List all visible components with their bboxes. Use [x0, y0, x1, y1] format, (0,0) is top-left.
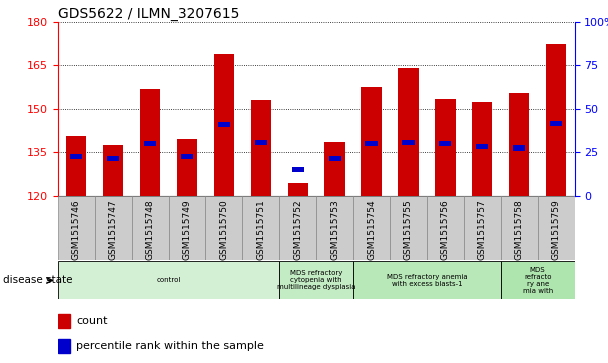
Bar [140, 89, 160, 196]
Text: GSM1515754: GSM1515754 [367, 199, 376, 260]
Bar [131, 196, 168, 260]
Text: GSM1515758: GSM1515758 [515, 199, 523, 260]
Bar [288, 183, 308, 196]
Bar [509, 93, 530, 196]
Bar [66, 136, 86, 196]
Bar [439, 141, 452, 146]
Text: GSM1515750: GSM1515750 [219, 199, 229, 260]
Bar [472, 102, 492, 196]
Text: MDS refractory anemia
with excess blasts-1: MDS refractory anemia with excess blasts… [387, 274, 467, 287]
Bar [181, 154, 193, 159]
Bar [70, 154, 82, 159]
Bar [58, 339, 70, 353]
Bar [361, 87, 382, 196]
Bar [95, 196, 131, 260]
Bar [279, 261, 353, 299]
Bar [365, 141, 378, 146]
Bar [206, 196, 243, 260]
Text: GSM1515757: GSM1515757 [478, 199, 487, 260]
Text: GSM1515746: GSM1515746 [72, 199, 81, 260]
Text: GSM1515755: GSM1515755 [404, 199, 413, 260]
Bar [292, 167, 304, 172]
Bar [501, 261, 575, 299]
Bar [58, 196, 95, 260]
Bar [501, 196, 537, 260]
Text: GSM1515759: GSM1515759 [551, 199, 561, 260]
Text: GSM1515756: GSM1515756 [441, 199, 450, 260]
Bar [58, 261, 279, 299]
Bar [107, 156, 119, 161]
Bar [353, 196, 390, 260]
Bar [353, 261, 501, 299]
Text: GSM1515752: GSM1515752 [293, 199, 302, 260]
Bar [464, 196, 501, 260]
Bar [144, 141, 156, 146]
Bar [250, 100, 271, 196]
Bar [476, 144, 488, 149]
Text: MDS refractory
cytopenia with
multilineage dysplasia: MDS refractory cytopenia with multilinea… [277, 270, 356, 290]
Bar [325, 142, 345, 196]
Text: MDS
refracto
ry ane
mia with: MDS refracto ry ane mia with [522, 267, 553, 294]
Text: count: count [76, 316, 108, 326]
Bar [214, 54, 234, 196]
Bar [316, 196, 353, 260]
Bar [435, 99, 455, 196]
Bar [218, 122, 230, 127]
Text: GSM1515753: GSM1515753 [330, 199, 339, 260]
Bar [177, 139, 197, 196]
Bar [513, 146, 525, 151]
Bar [398, 68, 418, 196]
Text: GSM1515751: GSM1515751 [257, 199, 265, 260]
Bar [402, 140, 415, 145]
Bar [328, 156, 340, 161]
Text: percentile rank within the sample: percentile rank within the sample [76, 341, 264, 351]
Bar [243, 196, 279, 260]
Bar [168, 196, 206, 260]
Text: GSM1515748: GSM1515748 [145, 199, 154, 260]
Bar [537, 196, 575, 260]
Bar [279, 196, 316, 260]
Text: disease state: disease state [3, 276, 72, 285]
Text: GSM1515749: GSM1515749 [182, 199, 192, 260]
Text: control: control [156, 277, 181, 284]
Bar [255, 140, 267, 145]
Bar [427, 196, 464, 260]
Bar [550, 121, 562, 126]
Bar [390, 196, 427, 260]
Text: GDS5622 / ILMN_3207615: GDS5622 / ILMN_3207615 [58, 7, 239, 21]
Bar [546, 44, 566, 196]
Bar [103, 145, 123, 196]
Bar [58, 314, 70, 328]
Text: GSM1515747: GSM1515747 [109, 199, 117, 260]
